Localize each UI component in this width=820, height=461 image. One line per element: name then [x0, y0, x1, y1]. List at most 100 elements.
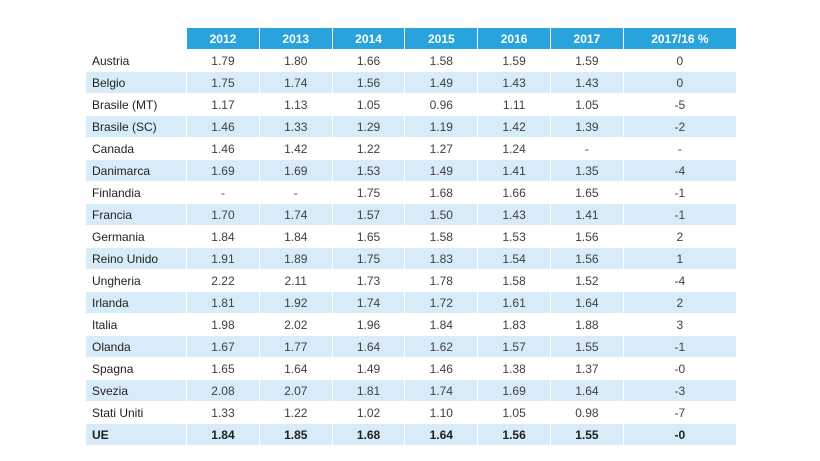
value-cell: 1	[622, 247, 738, 270]
table-row: Finlandia - -1.75 1.68 1.66 1.65 -1	[84, 181, 738, 204]
value-cell: 1.53	[331, 159, 406, 182]
value-cell: 1.83	[404, 247, 479, 270]
value-cell: 1.85	[258, 423, 333, 446]
value-cell: 1.55	[549, 335, 624, 358]
value-cell: 1.84	[404, 313, 479, 336]
value-cell: 1.02	[331, 401, 406, 424]
column-header: 2015	[404, 27, 479, 50]
value-cell: 1.13	[258, 93, 333, 116]
value-cell: 1.65	[331, 225, 406, 248]
value-cell: 1.59	[549, 49, 624, 72]
value-cell: 1.75	[331, 247, 406, 270]
row-label: Belgio	[84, 71, 188, 94]
value-cell: 1.92	[258, 291, 333, 314]
value-cell: 1.53	[477, 225, 551, 248]
value-cell: 1.56	[331, 71, 406, 94]
table-row: Ungheria 2.22 2.11 1.73 1.78 1.58 1.52 -4	[84, 269, 738, 292]
value-cell: 1.49	[404, 71, 479, 94]
table-body: Austria 1.79 1.80 1.66 1.58 1.59 1.59 0 Belgio 1.…	[84, 49, 738, 446]
column-header: 2013	[258, 27, 333, 50]
value-cell: 1.58	[477, 269, 551, 292]
value-cell: 1.57	[331, 203, 406, 226]
value-cell: 1.84	[186, 225, 260, 248]
value-cell: 1.46	[186, 115, 260, 138]
row-label: Danimarca	[84, 159, 188, 182]
value-cell: 1.56	[549, 247, 624, 270]
table-row: Belgio 1.75 1.74 1.56 1.49 1.43 1.43 0	[84, 71, 738, 94]
value-cell: 1.33	[258, 115, 333, 138]
value-cell: 1.05	[331, 93, 406, 116]
value-cell: 1.64	[549, 379, 624, 402]
column-header: 2017	[549, 27, 624, 50]
table-row: UE 1.84 1.85 1.68 1.64 1.56 1.55 -0	[84, 423, 738, 446]
value-cell: 1.91	[186, 247, 260, 270]
row-label: UE	[84, 423, 188, 446]
value-cell: 2.07	[258, 379, 333, 402]
column-header: 2017/16 %	[622, 27, 738, 50]
row-label: Austria	[84, 49, 188, 72]
value-cell: 2.22	[186, 269, 260, 292]
value-cell: 2.08	[186, 379, 260, 402]
value-cell: 1.84	[258, 225, 333, 248]
value-cell: 1.70	[186, 203, 260, 226]
table-row: Svezia 2.08 2.07 1.81 1.74 1.69 1.64 -3	[84, 379, 738, 402]
value-cell: 1.22	[331, 137, 406, 160]
value-cell: 1.46	[404, 357, 479, 380]
table-row: Reino Unido 1.91 1.89 1.75 1.83 1.54 1.56 1	[84, 247, 738, 270]
value-cell: 1.56	[477, 423, 551, 446]
column-header: 2016	[477, 27, 551, 50]
value-cell: 1.72	[404, 291, 479, 314]
table-row: Danimarca 1.69 1.69 1.53 1.49 1.41 1.35 -4	[84, 159, 738, 182]
value-cell: 1.80	[258, 49, 333, 72]
value-cell: 2	[622, 291, 738, 314]
table-row: Olanda 1.67 1.77 1.64 1.62 1.57 1.55 -1	[84, 335, 738, 358]
value-cell: 1.42	[477, 115, 551, 138]
value-cell: 1.81	[186, 291, 260, 314]
value-cell: 1.69	[477, 379, 551, 402]
value-cell: -1	[622, 203, 738, 226]
value-cell: 1.50	[404, 203, 479, 226]
row-label: Reino Unido	[84, 247, 188, 270]
value-cell: 1.74	[404, 379, 479, 402]
value-cell: 1.79	[186, 49, 260, 72]
value-cell: 3	[622, 313, 738, 336]
table-row: Brasile (MT) 1.17 1.13 1.05 0.96 1.11 1.05 -5	[84, 93, 738, 116]
row-label: Finlandia	[84, 181, 188, 204]
value-cell: 1.54	[477, 247, 551, 270]
value-cell: -	[186, 181, 260, 204]
value-cell: 1.49	[404, 159, 479, 182]
value-cell: 1.22	[258, 401, 333, 424]
value-cell: 1.83	[477, 313, 551, 336]
value-cell: 1.98	[186, 313, 260, 336]
value-cell: 2.11	[258, 269, 333, 292]
header-row: 2012 2013 2014 2015 2016 2017 2017/16 %	[84, 27, 738, 50]
value-cell: 1.88	[549, 313, 624, 336]
row-label: Ungheria	[84, 269, 188, 292]
column-header: 2014	[331, 27, 406, 50]
value-cell: 1.66	[477, 181, 551, 204]
value-cell: 1.74	[258, 203, 333, 226]
value-cell: 0.96	[404, 93, 479, 116]
value-cell: 1.59	[477, 49, 551, 72]
value-cell: 1.67	[186, 335, 260, 358]
value-cell: 1.89	[258, 247, 333, 270]
value-cell: 1.49	[331, 357, 406, 380]
value-cell: 1.64	[404, 423, 479, 446]
value-cell: -7	[622, 401, 738, 424]
value-cell: 1.68	[331, 423, 406, 446]
value-cell: 1.84	[186, 423, 260, 446]
value-cell: 1.66	[331, 49, 406, 72]
value-cell: -5	[622, 93, 738, 116]
table-row: Francia 1.70 1.74 1.57 1.50 1.43 1.41 -1	[84, 203, 738, 226]
value-cell: 1.74	[258, 71, 333, 94]
value-cell: 1.42	[258, 137, 333, 160]
row-label: Brasile (SC)	[84, 115, 188, 138]
table-row: Italia 1.98 2.02 1.96 1.84 1.83 1.88 3	[84, 313, 738, 336]
value-cell: -0	[622, 357, 738, 380]
value-cell: 1.57	[477, 335, 551, 358]
value-cell: 1.64	[258, 357, 333, 380]
value-cell: 2	[622, 225, 738, 248]
value-cell: 0.98	[549, 401, 624, 424]
value-cell: 1.69	[186, 159, 260, 182]
value-cell: 1.73	[331, 269, 406, 292]
